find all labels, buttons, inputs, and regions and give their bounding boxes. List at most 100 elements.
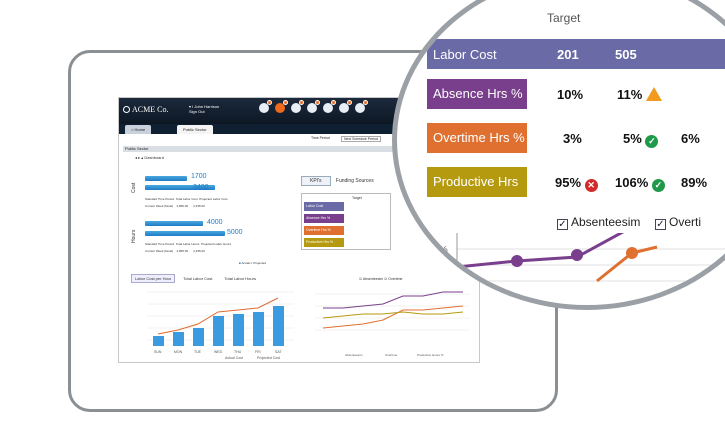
bar-chart-top-legend: ■ Actual ■ Projected [239, 261, 267, 265]
tab-public-sector[interactable]: Public Sector [177, 125, 213, 134]
kpi-label-absence: Absence Hrs % [427, 79, 527, 109]
legend-actual-cost: Actual Cost [225, 356, 243, 360]
history-icon[interactable] [307, 100, 320, 113]
kpi-line-chart: Absenteesim Overtime Productive Hours % [315, 291, 470, 357]
cost-axis-label: Cost [131, 182, 137, 193]
x-label-mon: MON [174, 350, 183, 354]
overtime-line [322, 305, 464, 329]
calendar-icon[interactable] [323, 100, 336, 113]
hours-actual-value: 4000 [207, 219, 223, 226]
lens-y-tick-28: 28 % [425, 245, 448, 256]
kpi-row-productive: Productive Hrs % [427, 167, 527, 219]
kpi-mini-header: Target [352, 196, 362, 200]
lens-checkbox-overtime[interactable]: ✓ Overti [655, 215, 702, 230]
hours-table: Standard Time Period Total Labor Hours P… [145, 242, 232, 253]
header-icon-bar [259, 100, 368, 119]
bar-sun [153, 336, 164, 346]
labor-cost-bar-chart: SUN MON TUE WED THU FRI SAT Actual Cost … [147, 291, 294, 360]
kpi-mini-productive: Productive Hrs % [304, 238, 344, 247]
projected-cost-line [157, 297, 279, 335]
kpi-mini-labor-cost: Labor Cost [304, 202, 344, 211]
x-label-fri: FRI [255, 350, 261, 354]
kpi-val-productive: 106% ✓ [615, 175, 665, 192]
kpi-label-productive: Productive Hrs % [427, 167, 527, 219]
cost-table: Standard Time Period Total Labor Cost Pr… [145, 197, 228, 208]
hours-projected-bar [145, 231, 225, 236]
check-icon: ✓ [645, 135, 659, 148]
kpi-mini-absence: Absence Hrs % [304, 214, 344, 223]
hours-actual-bar [145, 221, 203, 226]
kpi-mini-overtime: Overtime Hrs % [304, 226, 344, 235]
time-period-select[interactable]: Next Schedule Period [341, 136, 381, 142]
bar-mon [173, 332, 184, 346]
line-chart-legend-top: ☑ Absenteesim ☑ Overtime [359, 277, 403, 281]
x-label-thu: THU [234, 350, 242, 354]
lens-y-tick-20: 20 % [425, 277, 448, 288]
kpi-val-overtime: 5% ✓ [623, 131, 659, 148]
hours-axis-label: Hours [131, 229, 137, 243]
hours-projected-value: 5000 [227, 229, 243, 236]
tab-labor-cost-per-hour[interactable]: Labor Cost per Hour [131, 274, 176, 283]
bar-sat [273, 306, 284, 346]
productive-line [322, 311, 464, 319]
cost-projected-bar [145, 185, 215, 190]
kpi-tabs: KPI's Funding Sources [301, 176, 378, 186]
legend-overtime: Overtime [385, 353, 398, 357]
kpi-row-absence: Absence Hrs % [427, 79, 527, 109]
kpi-label-labor-cost: Labor Cost [433, 47, 497, 62]
kpi-val2-productive: 89% [681, 175, 708, 190]
warning-icon [645, 87, 662, 101]
tab-funding-sources[interactable]: Funding Sources [335, 178, 374, 184]
error-icon: ✕ [584, 179, 598, 192]
lens-line-chart: 28 % 24 % 20 % [425, 233, 725, 305]
magnifier-lens: Target Labor Cost 201 505 Absence Hrs % … [392, 0, 725, 310]
absenteeism-line [323, 291, 463, 309]
kpi-target-absence: 10% [557, 87, 584, 102]
kpi-target-productive: 95% ✕ [555, 175, 598, 192]
cost-actual-value: 1700 [191, 173, 207, 180]
kpi-val-absence: 11% [617, 87, 662, 102]
lens-checkbox-absenteeism[interactable]: ✓ Absenteesim [557, 215, 641, 230]
tab-strip: ⌂ Home Public Sector [119, 124, 479, 134]
x-label-tue: TUE [194, 350, 202, 354]
company-logo: ACME Co. [123, 104, 183, 116]
monitor-icon[interactable] [259, 100, 272, 113]
user-menu[interactable]: ▾ I John Harrison Sign Out [189, 104, 220, 114]
kpi-label-overtime: Overtime Hrs % [427, 123, 527, 153]
sign-out-link[interactable]: Sign Out [189, 109, 205, 114]
bar-thu [233, 314, 244, 346]
users-icon[interactable] [339, 100, 352, 113]
kpi-target-header: Target [547, 11, 581, 25]
lens-y-tick-24: 24 % [425, 261, 448, 272]
tab-home[interactable]: ⌂ Home [125, 125, 152, 134]
kpi-val-labor-cost: 505 [615, 47, 637, 62]
kpi-val2-overtime: 6% [681, 131, 700, 146]
message-icon[interactable] [355, 100, 368, 113]
check-icon: ✓ [651, 179, 665, 192]
cost-projected-value: 3400 [193, 184, 209, 191]
timer-icon[interactable] [291, 100, 304, 113]
tab-total-labor-cost[interactable]: Total Labor Cost [179, 274, 217, 283]
bar-fri [253, 312, 264, 346]
tab-kpis[interactable]: KPI's [301, 176, 331, 186]
tab-total-labor-hours[interactable]: Total Labor Hours [220, 274, 260, 283]
time-period-label: Time Period [311, 136, 330, 140]
legend-absenteeism: Absenteesim [345, 353, 363, 357]
legend-productive: Productive Hours % [417, 353, 444, 357]
breadcrumb: ◂ ▸ ▴ Dashboard [135, 155, 164, 160]
bar-tue [193, 328, 204, 346]
x-label-sun: SUN [154, 350, 162, 354]
bar-wed [213, 316, 224, 346]
legend-projected-cost: Projected Cost [257, 356, 280, 360]
kpi-target-overtime: 3% [563, 131, 582, 146]
kpi-row-overtime: Overtime Hrs % [427, 123, 527, 153]
section-title: Public Sector [123, 146, 477, 152]
bottom-tab-strip: Labor Cost per Hour Total Labor Cost Tot… [131, 274, 260, 283]
cost-actual-bar [145, 176, 187, 181]
clock-icon[interactable] [275, 100, 288, 113]
kpi-mini-table: Target Labor Cost Absence Hrs % Overtime… [301, 193, 391, 250]
kpi-row-labor-cost: Labor Cost 201 505 [427, 39, 725, 69]
x-label-sat: SAT [275, 350, 282, 354]
kpi-target-labor-cost: 201 [557, 47, 579, 62]
